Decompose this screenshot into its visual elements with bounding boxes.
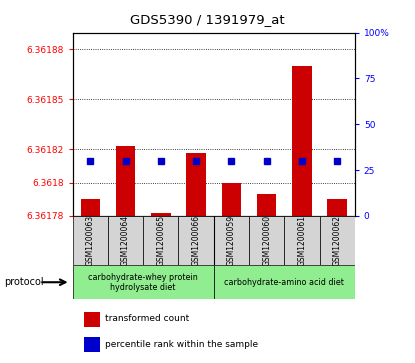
Bar xyxy=(84,337,100,352)
Text: GSM1200064: GSM1200064 xyxy=(121,215,130,266)
Bar xyxy=(178,216,214,265)
Bar xyxy=(108,216,143,265)
Bar xyxy=(214,216,249,265)
Bar xyxy=(320,216,355,265)
Bar xyxy=(214,265,355,299)
Text: GSM1200063: GSM1200063 xyxy=(86,215,95,266)
Bar xyxy=(186,153,206,216)
Bar xyxy=(284,216,320,265)
Text: percentile rank within the sample: percentile rank within the sample xyxy=(105,340,258,349)
Bar xyxy=(81,199,100,216)
Text: GSM1200062: GSM1200062 xyxy=(333,215,342,266)
Text: GSM1200061: GSM1200061 xyxy=(298,215,306,266)
Text: carbohydrate-amino acid diet: carbohydrate-amino acid diet xyxy=(225,278,344,287)
Bar xyxy=(84,311,100,327)
Bar xyxy=(116,146,135,216)
Text: GDS5390 / 1391979_at: GDS5390 / 1391979_at xyxy=(130,13,285,26)
Bar xyxy=(222,183,241,216)
Text: GSM1200065: GSM1200065 xyxy=(156,215,165,266)
Bar xyxy=(327,199,347,216)
Bar xyxy=(249,216,284,265)
Bar xyxy=(73,265,214,299)
Bar xyxy=(292,66,312,216)
Bar xyxy=(257,194,276,216)
Text: protocol: protocol xyxy=(4,277,44,287)
Text: GSM1200066: GSM1200066 xyxy=(192,215,200,266)
Bar xyxy=(73,216,108,265)
Bar xyxy=(143,216,178,265)
Text: transformed count: transformed count xyxy=(105,314,189,323)
Bar xyxy=(151,213,171,216)
Text: GSM1200059: GSM1200059 xyxy=(227,215,236,266)
Text: GSM1200060: GSM1200060 xyxy=(262,215,271,266)
Text: carbohydrate-whey protein
hydrolysate diet: carbohydrate-whey protein hydrolysate di… xyxy=(88,273,198,292)
